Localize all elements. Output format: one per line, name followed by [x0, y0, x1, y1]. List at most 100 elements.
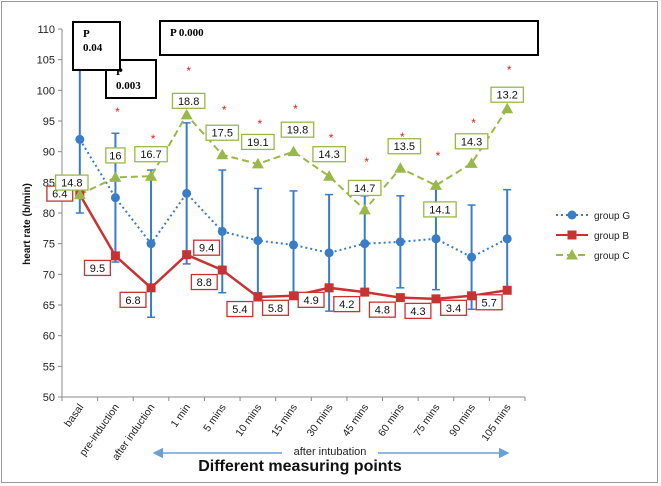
data-label-box [297, 291, 325, 308]
marker-group-C [145, 170, 158, 181]
y-tick-label: 50 [43, 392, 55, 404]
data-label-box [312, 146, 346, 163]
x-tick-label: 45 mins [340, 402, 371, 439]
series-markers [73, 102, 514, 304]
marker-group-C [180, 108, 193, 120]
y-tick-label: 65 [43, 300, 55, 312]
data-label-text: 6.4 [52, 189, 67, 201]
legend-item-group-B: group B [556, 230, 629, 242]
group-c-label: 14.8 [54, 174, 89, 191]
data-label-box [241, 133, 275, 151]
data-label-box [119, 291, 147, 308]
legend-marker [567, 210, 577, 220]
data-label-text: 16.7 [140, 149, 161, 161]
marker-group-G [289, 240, 298, 250]
marker-group-B [324, 283, 334, 293]
data-label-text: 13.2 [496, 90, 517, 102]
p-value-basal: P 0.04 [72, 21, 121, 71]
significance-asterisk: * [151, 132, 156, 146]
data-label-box [54, 174, 89, 191]
data-labels: 6.4 9.5 6.8 9.4 8.8 5.4 5.8 4.9 4.2 4.8 4.3 3.4 5.7 1… [46, 86, 525, 320]
marker-group-G [182, 188, 192, 198]
marker-group-B [467, 291, 477, 301]
marker-group-G [360, 239, 370, 249]
significance-asterisk: * [507, 63, 512, 77]
marker-group-G [467, 252, 477, 262]
marker-group-B [395, 293, 405, 303]
y-tick-label: 110 [37, 24, 55, 36]
marker-group-C [216, 148, 229, 160]
marker-group-C [323, 170, 336, 181]
significance-asterisk: * [329, 131, 334, 145]
marker-group-C [394, 162, 407, 173]
y-tick-label: 60 [43, 331, 55, 343]
data-label-box [171, 92, 206, 110]
group-b-label: 8.8 [190, 273, 218, 291]
data-label-box [490, 86, 525, 103]
significance-asterisk: * [258, 117, 263, 131]
marker-group-C [73, 188, 86, 200]
x-tick-label: 30 mins [305, 402, 336, 439]
legend-label: group B [594, 231, 629, 242]
data-label-text: 4.2 [339, 299, 354, 311]
p-value-text: P 0.04 [83, 28, 103, 54]
significance-asterisk: * [400, 130, 405, 144]
group-b-label: 4.9 [297, 291, 325, 308]
data-label-box [347, 179, 382, 197]
annotations: P 0.003 P 0.04 P 0.000 * * * * * * * * * * * * [72, 20, 539, 459]
group-c-label: 14.7 [347, 179, 382, 197]
data-label-box [261, 299, 290, 316]
group-b-label: 4.3 [404, 302, 432, 320]
marker-group-C [287, 145, 300, 157]
data-label-box [205, 124, 240, 141]
data-label-text: 9.5 [90, 263, 105, 275]
marker-group-B [360, 287, 370, 297]
group-c-label: 14.1 [423, 201, 457, 218]
y-tick-label: 80 [43, 208, 55, 220]
legend-label: group C [594, 251, 630, 262]
group-b-label: 3.4 [440, 299, 468, 316]
y-tick-label: 70 [43, 269, 55, 281]
data-label-box [387, 138, 422, 155]
x-axis-title: Different measuring points [198, 458, 402, 475]
data-label-box [226, 300, 254, 318]
x-tick-label: 90 mins [447, 402, 478, 439]
marker-group-C [109, 171, 122, 182]
x-tick-label: basal [62, 402, 86, 429]
p-value-box [159, 20, 539, 56]
y-tick-label: 55 [43, 361, 55, 373]
data-label-text: 4.8 [375, 305, 390, 317]
group-b-label: 5.7 [475, 294, 503, 311]
y-tick-label: 105 [37, 55, 55, 67]
significance-asterisk: * [186, 64, 191, 78]
legend-item-group-G: group G [556, 210, 630, 222]
data-label-text: 14.3 [461, 136, 482, 148]
group-c-label: 16 [105, 147, 126, 164]
group-b-label: 5.4 [226, 300, 254, 318]
group-c-label: 19.1 [241, 133, 275, 151]
data-label-text: 4.9 [303, 295, 318, 307]
data-label-box [368, 301, 396, 318]
marker-group-B [110, 251, 120, 261]
data-label-box [423, 201, 457, 218]
y-tick-label: 100 [37, 85, 55, 97]
significance-asterisk: * [436, 149, 441, 163]
marker-group-G [324, 248, 334, 258]
group-b-label: 4.8 [368, 301, 396, 318]
marker-group-G [217, 226, 227, 236]
data-label-text: 14.1 [429, 204, 450, 216]
group-c-label: 16.7 [134, 146, 168, 163]
group-c-label: 13.5 [387, 138, 422, 155]
marker-group-B [182, 250, 192, 260]
data-label-text: 3.4 [446, 303, 461, 315]
significance-asterisk: * [293, 102, 298, 116]
data-label-text: 6.8 [125, 295, 140, 307]
p-value-box [72, 21, 121, 71]
p-value-text: P 0.000 [170, 27, 204, 39]
data-label-text: 5.7 [482, 297, 497, 309]
y-axis-title: heart rate (b/min) [22, 183, 33, 265]
significance-asterisk: * [222, 103, 227, 117]
group-b-label: 6.8 [119, 291, 147, 308]
x-tick-label: 105 mins [479, 402, 513, 444]
